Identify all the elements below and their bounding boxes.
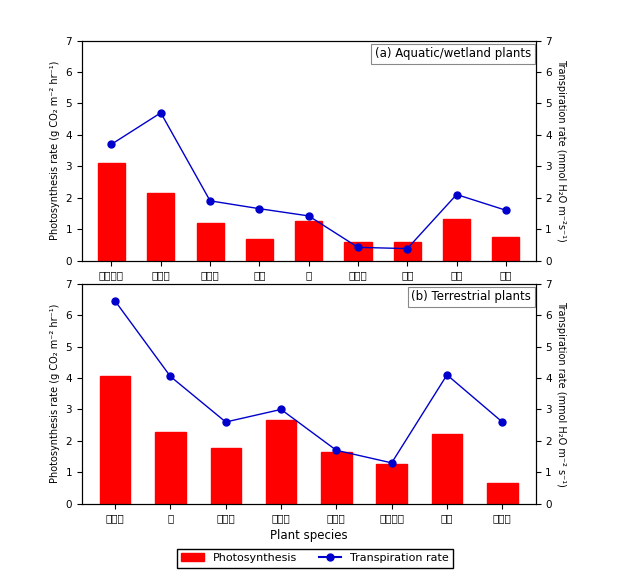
Y-axis label: Photosynthesis rate (g CO₂ m⁻² hr⁻¹): Photosynthesis rate (g CO₂ m⁻² hr⁻¹) xyxy=(50,304,60,483)
Y-axis label: Transpiration rate (mmol H₂O m⁻²s⁻¹): Transpiration rate (mmol H₂O m⁻²s⁻¹) xyxy=(556,59,566,242)
Text: (a) Aquatic/wetland plants: (a) Aquatic/wetland plants xyxy=(375,47,531,60)
Y-axis label: Transpiration rate (mmol H₂O m⁻² s⁻¹): Transpiration rate (mmol H₂O m⁻² s⁻¹) xyxy=(556,301,566,487)
Y-axis label: Photosynthesis rate (g CO₂ m⁻² hr⁻¹): Photosynthesis rate (g CO₂ m⁻² hr⁻¹) xyxy=(50,61,60,240)
Bar xyxy=(197,223,224,261)
Bar xyxy=(100,376,130,504)
Bar xyxy=(345,241,372,261)
Bar xyxy=(487,483,517,504)
X-axis label: Plant species: Plant species xyxy=(270,286,348,299)
Bar xyxy=(266,420,296,504)
X-axis label: Plant species: Plant species xyxy=(270,529,348,542)
Legend: Photosynthesis, Transpiration rate: Photosynthesis, Transpiration rate xyxy=(177,549,453,567)
Bar xyxy=(443,219,470,261)
Bar xyxy=(321,453,352,504)
Bar xyxy=(147,193,175,261)
Bar xyxy=(394,243,421,261)
Bar xyxy=(98,163,125,261)
Bar xyxy=(493,237,520,261)
Bar xyxy=(295,221,323,261)
Bar xyxy=(210,448,241,504)
Text: (b) Terrestrial plants: (b) Terrestrial plants xyxy=(411,290,531,303)
Bar xyxy=(432,434,462,504)
Bar xyxy=(246,239,273,261)
Bar xyxy=(377,464,407,504)
Bar xyxy=(155,433,186,504)
